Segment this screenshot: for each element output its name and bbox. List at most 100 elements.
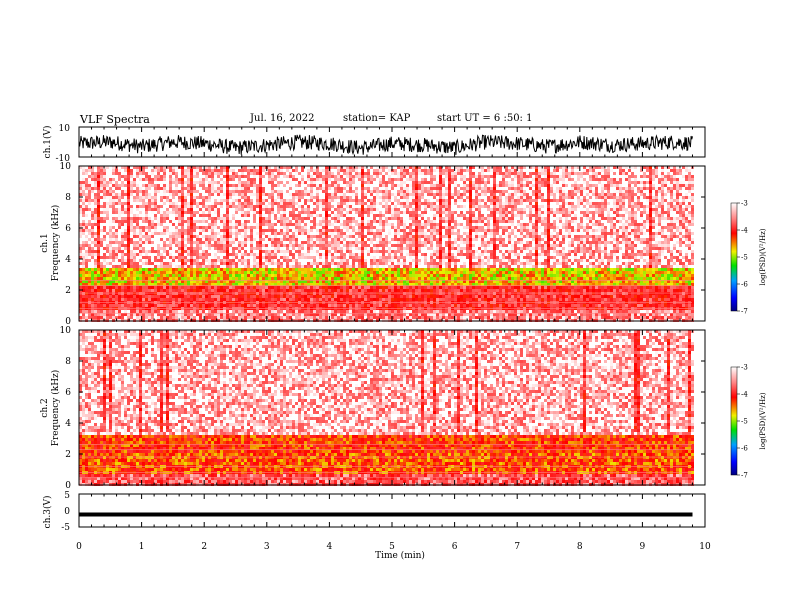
spectrogram-cell [310,256,313,259]
spectrogram-cell [352,277,355,280]
spectrogram-cell [319,232,322,235]
spectrogram-cell [184,274,187,277]
spectrogram-cell [343,202,346,205]
spectrogram-cell [217,223,220,226]
spectrogram-cell [103,169,106,172]
spectrogram-cell [199,313,202,316]
spectrogram-cell [253,193,256,196]
spectrogram-cell [157,223,160,226]
spectrogram-cell [136,223,139,226]
spectrogram-cell [154,223,157,226]
spectrogram-cell [310,274,313,277]
spectrogram-cell [283,172,286,175]
spectrogram-cell [226,295,229,298]
spectrogram-cell [298,238,301,241]
spectrogram-cell [328,178,331,181]
spectrogram-cell [136,298,139,301]
spectrogram-cell [184,196,187,199]
spectrogram-cell [253,235,256,238]
spectrogram-cell [361,250,364,253]
spectrogram-cell [301,205,304,208]
spectrogram-cell [133,199,136,202]
spectrogram-cell [214,193,217,196]
spectrogram-cell [202,241,205,244]
spectrogram-cell [259,277,262,280]
spectrogram-cell [199,220,202,223]
spectrogram-cell [163,175,166,178]
spectrogram-cell [247,286,250,289]
spectrogram-cell [253,232,256,235]
spectrogram-cell [157,184,160,187]
spectrogram-cell [310,304,313,307]
spectrogram-cell [190,268,193,271]
spectrogram-cell [154,295,157,298]
spectrogram-cell [139,241,142,244]
spectrogram-cell [130,178,133,181]
spectrogram-cell [160,235,163,238]
spectrogram-cell [214,268,217,271]
spectrogram-cell [298,166,301,169]
spectrogram-cell [211,235,214,238]
spectrogram-cell [235,166,238,169]
spectrogram-cell [259,241,262,244]
spectrogram-cell [133,226,136,229]
spectrogram-cell [211,181,214,184]
spectrogram-cell [244,289,247,292]
spectrogram-cell [190,310,193,313]
spectrogram-cell [229,226,232,229]
spectrogram-cell [265,259,268,262]
spectrogram-cell [253,268,256,271]
spectrogram-cell [109,175,112,178]
spectrogram-cell [115,250,118,253]
spectrogram-cell [202,205,205,208]
spectrogram-cell [139,289,142,292]
spectrogram-cell [349,286,352,289]
spectrogram-cell [280,202,283,205]
spectrogram-cell [286,253,289,256]
spectrogram-cell [184,295,187,298]
spectrogram-cell [127,241,130,244]
spectrogram-cell [220,181,223,184]
spectrogram-cell [343,217,346,220]
spectrogram-cell [94,235,97,238]
spectrogram-cell [169,217,172,220]
spectrogram-cell [286,298,289,301]
spectrogram-cell [298,232,301,235]
spectrogram-cell [280,280,283,283]
spectrogram-cell [208,241,211,244]
spectrogram-cell [229,202,232,205]
spectrogram-cell [157,226,160,229]
spectrogram-cell [328,238,331,241]
spectrogram-cell [85,298,88,301]
spectrogram-cell [274,262,277,265]
spectrogram-cell [211,187,214,190]
spectrogram-cell [298,262,301,265]
spectrogram-cell [142,208,145,211]
spectrogram-cell [148,232,151,235]
spectrogram-cell [322,199,325,202]
spectrogram-cell [130,253,133,256]
spectrogram-cell [286,181,289,184]
spectrogram-cell [268,208,271,211]
spectrogram-cell [283,262,286,265]
spectrogram-cell [313,178,316,181]
spectrogram-cell [148,190,151,193]
spectrogram-cell [97,184,100,187]
spectrogram-cell [295,286,298,289]
spectrogram-cell [226,193,229,196]
spectrogram-cell [139,280,142,283]
spectrogram-cell [235,256,238,259]
spectrogram-cell [127,280,130,283]
spectrogram-cell [310,202,313,205]
spectrogram-cell [361,304,364,307]
spectrogram-cell [217,208,220,211]
spectrogram-cell [115,256,118,259]
spectrogram-cell [175,292,178,295]
spectrogram-cell [214,214,217,217]
spectrogram-cell [301,166,304,169]
spectrogram-cell [250,283,253,286]
spectrogram-cell [172,292,175,295]
spectrogram-cell [163,169,166,172]
spectrogram-cell [178,265,181,268]
spectrogram-cell [250,199,253,202]
